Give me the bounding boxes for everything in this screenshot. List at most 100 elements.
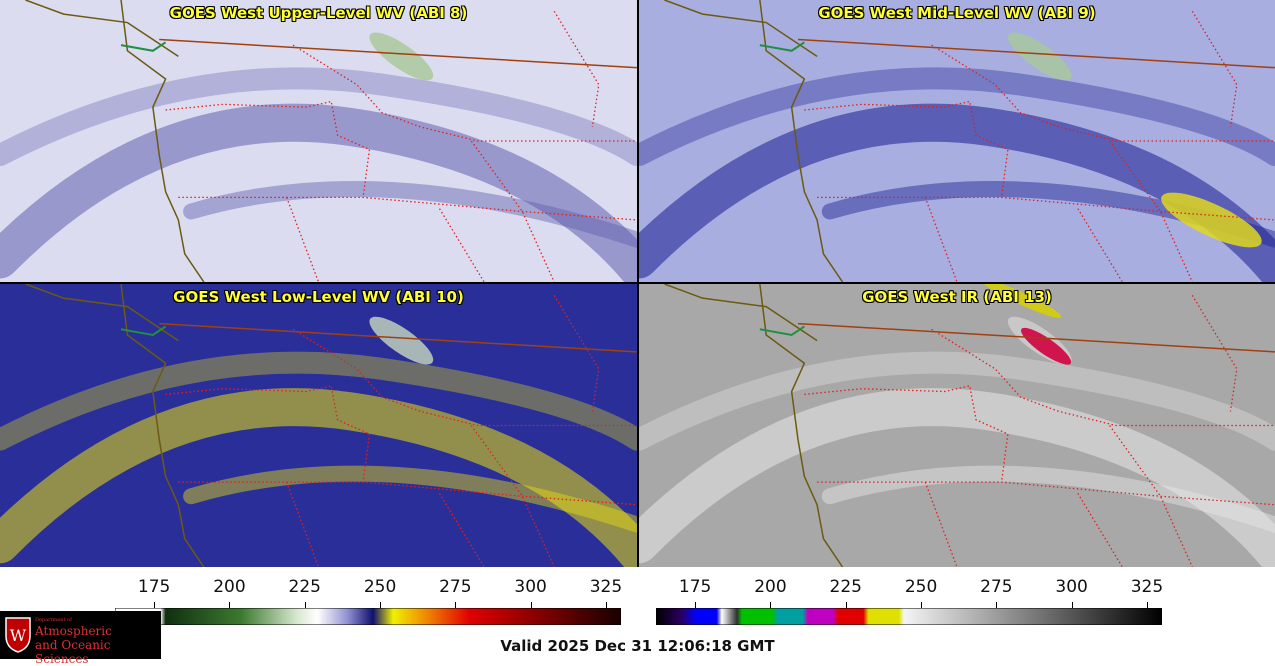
state-border — [292, 44, 637, 142]
moisture-band — [0, 351, 637, 451]
colorbar-tick-label: 300 — [1055, 577, 1088, 597]
colorbar-tick-label: 325 — [1130, 577, 1164, 597]
panel-title: GOES West IR (ABI 13) — [862, 288, 1052, 306]
colorbar-tick-mark — [455, 602, 457, 608]
colorbar-tick-mark — [1146, 602, 1148, 608]
ir-image — [639, 284, 1275, 567]
colorbar-tick-label: 300 — [514, 577, 547, 597]
panel-title: GOES West Low-Level WV (ABI 10) — [173, 288, 464, 306]
international-border — [797, 38, 1275, 69]
state-border — [931, 44, 1275, 142]
cloud-streak — [1007, 32, 1072, 81]
moisture-band — [639, 351, 1275, 451]
colorbar-tick-mark — [1071, 602, 1073, 608]
puget-sound — [120, 325, 167, 336]
state-border — [817, 196, 1275, 221]
moisture-band — [0, 67, 637, 167]
coastline — [759, 284, 844, 567]
colorbar-tick-label: 225 — [829, 577, 862, 597]
wv-colorbar — [115, 608, 621, 625]
state-border — [817, 481, 1275, 506]
state-border — [924, 197, 958, 282]
moisture-band — [0, 103, 637, 282]
cold-cloud-top — [979, 284, 1062, 318]
panel-title: GOES West Upper-Level WV (ABI 8) — [169, 4, 468, 22]
cloud-streak — [369, 32, 434, 81]
puget-sound — [759, 325, 805, 336]
colorbar-tick-label: 250 — [363, 577, 397, 597]
colorbar-tick-label: 275 — [439, 577, 472, 597]
colorbar-tick-mark — [229, 602, 231, 608]
colorbar-tick-label: 175 — [137, 577, 171, 597]
state-border — [286, 197, 320, 282]
state-border — [1191, 10, 1238, 127]
upper-level-wv-image — [0, 0, 637, 282]
moisture-band — [639, 67, 1275, 167]
colorbar-tick-mark — [304, 602, 306, 608]
moisture-band — [821, 465, 1275, 533]
coastline — [664, 284, 818, 342]
colorbar-tick-mark — [845, 602, 847, 608]
colorbar-tick-mark — [154, 602, 156, 608]
colorbar-tick-label: 200 — [213, 577, 246, 597]
colorbar-tick-mark — [996, 602, 998, 608]
warm-region — [1161, 192, 1262, 248]
coastline — [120, 0, 205, 282]
colorbar-tick-mark — [770, 602, 772, 608]
colorbar-tick-label: 325 — [589, 577, 623, 597]
state-border — [470, 140, 555, 282]
coastline — [25, 284, 179, 342]
moisture-band — [183, 180, 637, 248]
coastline — [120, 284, 205, 567]
colorbar-tick-label: 175 — [678, 577, 712, 597]
colorbar-tick-mark — [695, 602, 697, 608]
state-border — [931, 328, 1275, 427]
moisture-band — [639, 388, 1275, 567]
panel-divider-horizontal — [0, 282, 1275, 284]
colorbar-tick-label: 225 — [288, 577, 321, 597]
low-level-wv-image — [0, 284, 637, 567]
logo-line-1: Department of — [35, 617, 72, 623]
valid-time: Valid 2025 Dec 31 12:06:18 GMT — [500, 637, 775, 655]
svg-text:W: W — [10, 626, 27, 645]
state-border — [553, 294, 600, 412]
state-border — [1191, 294, 1238, 412]
coastline — [25, 0, 179, 58]
colorbar-tick-label: 200 — [754, 577, 787, 597]
state-border — [178, 481, 637, 506]
colorbar-tick-label: 275 — [980, 577, 1013, 597]
state-border — [470, 425, 555, 567]
aos-logo: W Department of Atmospheric and Oceanic … — [0, 611, 161, 666]
cloud-streak — [369, 316, 434, 365]
state-border — [1109, 425, 1193, 567]
colorbar-tick-mark — [380, 602, 382, 608]
mid-level-wv-image — [639, 0, 1275, 282]
state-border — [1109, 140, 1193, 282]
moisture-band — [183, 465, 637, 533]
state-border — [178, 196, 637, 221]
moisture-band — [0, 388, 637, 567]
state-border — [553, 10, 600, 127]
international-border — [159, 322, 637, 353]
state-border — [924, 481, 958, 567]
uw-crest-icon: W — [5, 617, 31, 653]
logo-line-2: Atmospheric — [35, 624, 112, 638]
international-border — [797, 322, 1275, 353]
colorbar-tick-mark — [530, 602, 532, 608]
state-border — [292, 328, 637, 427]
panel-title: GOES West Mid-Level WV (ABI 9) — [818, 4, 1096, 22]
international-border — [159, 38, 637, 69]
panel-low-level-wv: GOES West Low-Level WV (ABI 10) — [0, 284, 637, 567]
colorbar-tick-mark — [921, 602, 923, 608]
puget-sound — [120, 41, 167, 52]
panel-mid-level-wv: GOES West Mid-Level WV (ABI 9) — [639, 0, 1275, 282]
colorbar-tick-mark — [605, 602, 607, 608]
ir-colorbar — [656, 608, 1162, 625]
coastline — [759, 0, 844, 282]
puget-sound — [759, 41, 805, 52]
panel-upper-level-wv: GOES West Upper-Level WV (ABI 8) — [0, 0, 637, 282]
panel-ir: GOES West IR (ABI 13) — [639, 284, 1275, 567]
colorbar-tick-label: 250 — [904, 577, 938, 597]
coastline — [664, 0, 818, 58]
state-border — [286, 481, 320, 567]
